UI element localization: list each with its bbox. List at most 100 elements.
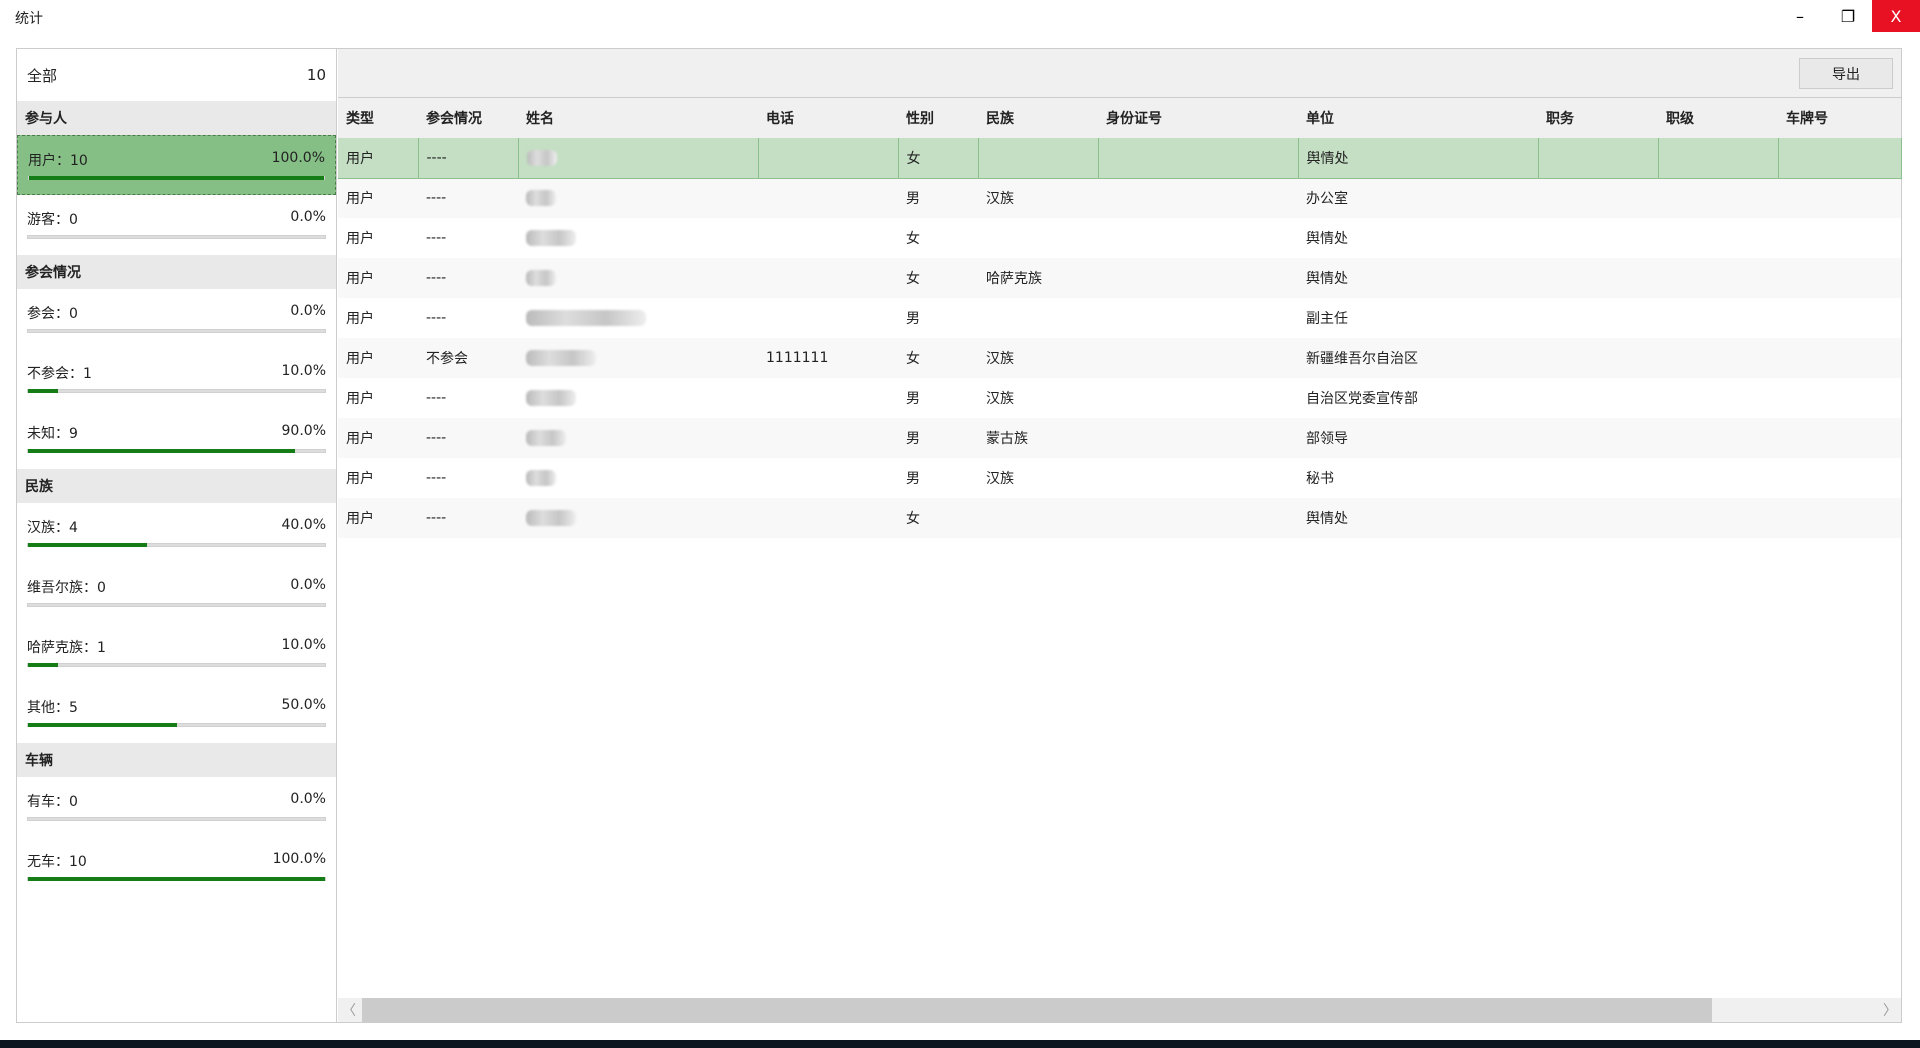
table-cell [1538,258,1658,298]
stat-item[interactable]: 哈萨克族：1 10.0% [17,623,336,683]
table-cell: 用户 [338,418,418,458]
stat-item[interactable]: 游客：0 0.0% [17,195,336,255]
stat-label: 不参会：1 [27,366,92,382]
stat-item[interactable]: 不参会：1 10.0% [17,349,336,409]
table-cell [758,138,899,179]
table-cell [1538,498,1658,538]
table-cell: 舆情处 [1298,218,1538,258]
stat-percent: 90.0% [281,423,326,439]
table-cell: 汉族 [978,178,1098,218]
table-cell: 用户 [338,178,418,218]
column-header[interactable]: 身份证号 [1098,98,1298,138]
column-header[interactable]: 民族 [978,98,1098,138]
column-header[interactable]: 单位 [1298,98,1538,138]
table-row[interactable]: 用户 ---- 女哈萨克族 舆情处 [338,258,1901,298]
stat-item[interactable]: 未知：9 90.0% [17,409,336,469]
column-header[interactable]: 职级 [1658,98,1778,138]
column-header[interactable]: 性别 [898,98,978,138]
column-header[interactable]: 车牌号 [1778,98,1901,138]
close-icon[interactable]: X [1872,0,1920,32]
stat-percent: 10.0% [281,363,326,379]
table-cell: 用户 [338,298,418,338]
table-row[interactable]: 用户 ---- 女 舆情处 [338,138,1902,179]
table-cell: ---- [418,138,519,179]
table-cell: 男 [898,178,978,218]
redacted-name [526,190,556,207]
table-cell: ---- [418,218,518,258]
table-cell: 办公室 [1298,178,1538,218]
table-cell: ---- [418,378,518,418]
table-cell: 副主任 [1298,298,1538,338]
toolbar: 导出 [338,49,1901,98]
stat-item[interactable]: 有车：0 0.0% [17,777,336,837]
table-row[interactable]: 用户 不参会 1111111 女汉族 新疆维吾尔自治区 [338,338,1901,378]
table-cell [978,138,1099,179]
table-cell [518,418,758,458]
stat-item[interactable]: 无车：10 100.0% [17,837,336,897]
table-cell [518,298,758,338]
scroll-left-icon[interactable]: 〈 [342,1003,356,1019]
table-cell: 用户 [338,498,418,538]
table-cell [518,378,758,418]
column-header[interactable]: 类型 [338,98,418,138]
column-header[interactable]: 电话 [758,98,898,138]
table-row[interactable]: 用户 ---- 男汉族 自治区党委宣传部 [338,378,1901,418]
restore-icon[interactable]: ❐ [1840,6,1856,26]
redacted-name [526,310,646,326]
column-header[interactable]: 姓名 [518,98,758,138]
stat-item[interactable]: 用户：10 100.0% [17,135,336,195]
table-cell: 汉族 [978,378,1098,418]
table-cell [1098,178,1298,218]
table-cell [1658,178,1778,218]
table-cell [978,298,1098,338]
column-header[interactable]: 参会情况 [418,98,518,138]
table-cell: 用户 [338,138,419,179]
table-cell: 男 [898,458,978,498]
table-cell [1658,458,1778,498]
minimize-icon[interactable]: – [1796,6,1804,26]
progress-bar [27,723,326,727]
table-row[interactable]: 用户 ---- 女 舆情处 [338,498,1901,538]
table-cell: 男 [898,418,978,458]
stats-sidebar: 全部 10 参与人 用户：10 100.0% 游客：0 0.0% 参会情况 参会：0 0.0%… [17,49,337,1022]
table-cell: 自治区党委宣传部 [1298,378,1538,418]
filter-all-count: 10 [306,66,326,84]
stat-percent: 10.0% [281,637,326,653]
table-cell [1098,498,1298,538]
export-button[interactable]: 导出 [1799,58,1893,89]
stat-item[interactable]: 汉族：4 40.0% [17,503,336,563]
table-cell: 女 [898,338,978,378]
stat-item[interactable]: 其他：5 50.0% [17,683,336,743]
table-cell [1538,298,1658,338]
progress-fill [28,663,58,667]
redacted-name [526,470,556,486]
table-row[interactable]: 用户 ---- 男汉族 秘书 [338,458,1901,498]
scrollbar-thumb[interactable] [362,998,1712,1022]
table-row[interactable]: 用户 ---- 男 副主任 [338,298,1901,338]
progress-bar [27,329,326,333]
section-header: 参会情况 [17,255,336,289]
horizontal-scrollbar[interactable]: 〈 〉 [338,998,1901,1022]
table-row[interactable]: 用户 ---- 女 舆情处 [338,218,1901,258]
table-cell [518,218,758,258]
table-row[interactable]: 用户 ---- 男蒙古族 部领导 [338,418,1901,458]
section-header: 车辆 [17,743,336,777]
table-cell: 汉族 [978,338,1098,378]
stat-label: 参会：0 [27,306,78,322]
table-row[interactable]: 用户 ---- 男汉族 办公室 [338,178,1901,218]
table-cell [1778,178,1901,218]
table-cell: ---- [418,498,518,538]
taskbar [0,1040,1920,1048]
table-cell [1538,178,1658,218]
title-bar: 统计 – ❐ X [0,0,1920,40]
filter-all[interactable]: 全部 10 [17,49,336,101]
table-cell [1778,498,1901,538]
column-header[interactable]: 职务 [1538,98,1658,138]
scroll-right-icon[interactable]: 〉 [1883,1003,1897,1019]
table-cell [1098,218,1298,258]
stat-item[interactable]: 维吾尔族：0 0.0% [17,563,336,623]
stat-label: 用户：10 [28,153,88,169]
stat-item[interactable]: 参会：0 0.0% [17,289,336,349]
table-cell: ---- [418,418,518,458]
table-cell: 男 [898,298,978,338]
